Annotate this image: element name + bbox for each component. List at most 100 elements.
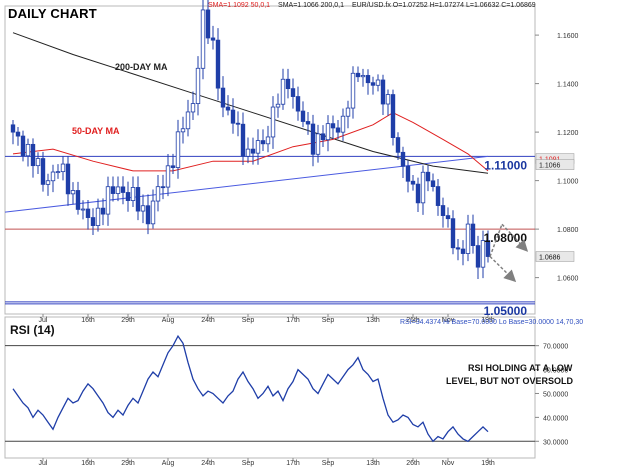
candle-body: [400, 151, 406, 167]
sma50-info: SMA=1.1092 50,0,1: [208, 2, 271, 9]
rsi-x-tick-label: 13th: [366, 460, 380, 467]
candle-body: [90, 217, 96, 226]
candle-body: [405, 165, 411, 182]
candle-body: [170, 165, 176, 168]
candle-body: [385, 94, 391, 105]
rsi-x-tick-label: 17th: [286, 460, 300, 467]
x-tick-label: Sep: [242, 317, 255, 324]
candle-body: [290, 88, 296, 97]
candle-body: [285, 78, 291, 90]
price-panel-frame: [4, 5, 536, 315]
candle-body: [150, 200, 156, 225]
candle-body: [380, 79, 386, 105]
candle-body: [50, 171, 56, 182]
rsi-x-tick-label: Nov: [442, 460, 455, 467]
sma200-label: 200-DAY MA: [115, 62, 168, 72]
x-tick-label: Aug: [162, 317, 175, 324]
candle-body: [345, 107, 351, 117]
candle-body: [120, 186, 126, 193]
rsi-panel-frame: [4, 316, 536, 459]
candle-body: [205, 9, 211, 39]
candle-body: [180, 128, 186, 133]
candle-body: [360, 75, 366, 78]
candle-body: [330, 123, 336, 129]
candle-body: [40, 158, 46, 185]
x-tick-label: 16th: [81, 317, 95, 324]
candle-body: [195, 67, 201, 104]
sma200-info: SMA=1.1066 200,0,1: [278, 2, 344, 9]
candle-body: [95, 207, 101, 226]
candle-body: [70, 190, 76, 195]
candle-body: [450, 218, 456, 249]
candle-body: [210, 37, 216, 41]
candle-body: [305, 121, 311, 125]
candle-body: [310, 123, 316, 155]
candle-body: [30, 143, 36, 167]
projection-arrow-up: [501, 223, 529, 252]
candle-body: [60, 163, 66, 173]
candle-body: [365, 75, 371, 84]
rsi-x-tick-label: 16th: [81, 460, 95, 467]
candle-body: [65, 163, 71, 195]
x-tick-label: Sep: [322, 317, 335, 324]
y-tick-label: 1.1000: [557, 179, 579, 186]
candle-body: [160, 186, 166, 189]
candle-body: [335, 127, 341, 133]
candle-body: [425, 171, 431, 182]
rsi-info: RSI=34.4374 Hi Base=70.0000 Lo Base=30.0…: [400, 319, 583, 326]
candle-body: [300, 110, 306, 122]
candle-body: [260, 140, 266, 145]
candle-body: [445, 215, 451, 220]
y-tick-label: 1.1400: [557, 82, 579, 89]
x-tick-label: 19th: [481, 317, 495, 324]
candle-body: [470, 223, 476, 246]
indicator-info-bar: SMA=1.1092 50,0,1 SMA=1.1066 200,0,1 EUR…: [208, 2, 542, 9]
candle-body: [475, 245, 481, 268]
candle-body: [350, 72, 356, 109]
candle-body: [395, 137, 401, 153]
candle-body: [125, 192, 131, 201]
candle-body: [465, 223, 471, 254]
rsi-line: [12, 334, 489, 443]
rsi-x-tick-label: Sep: [242, 460, 255, 467]
rsi-annotation-line1: RSI HOLDING AT A LOW: [468, 363, 573, 373]
x-tick-label: Nov: [442, 317, 455, 324]
candle-body: [255, 140, 261, 154]
candle-body: [375, 79, 381, 86]
candle-body: [275, 103, 281, 108]
candle-body: [115, 186, 121, 194]
candle-body: [100, 207, 106, 215]
candle-body: [320, 133, 326, 141]
candle-body: [270, 106, 276, 138]
y-tick-label: 1.0600: [557, 276, 579, 283]
candle-body: [10, 124, 16, 133]
candle-body: [370, 82, 376, 86]
candle-body: [15, 131, 21, 137]
y-tick-label: 1.1600: [557, 33, 579, 40]
candle-body: [110, 186, 116, 194]
candle-body: [35, 158, 41, 167]
candle-body: [390, 94, 396, 138]
current-price-tag: 1.0686: [539, 255, 561, 262]
candle-body: [485, 240, 491, 257]
candle-body: [130, 187, 136, 201]
candle-body: [215, 39, 221, 89]
candle-body: [105, 186, 111, 215]
candle-body: [325, 123, 331, 141]
candle-body: [415, 183, 421, 204]
rsi-annotation-line2: LEVEL, BUT NOT OVERSOLD: [446, 376, 574, 386]
candle-body: [435, 186, 441, 206]
candle-body: [55, 171, 61, 174]
sma200-price-tag-box: [535, 159, 575, 170]
candle-body: [420, 171, 426, 204]
page-title: DAILY CHART: [8, 6, 97, 21]
candle-body: [280, 78, 286, 105]
current-price-tag-box: [535, 251, 575, 262]
sma200-line: [12, 32, 489, 174]
candle-body: [45, 180, 51, 185]
rsi-x-tick-label: Aug: [162, 460, 175, 467]
level-label: 1.08000: [484, 231, 528, 245]
projection-arrow-down: [489, 255, 517, 283]
